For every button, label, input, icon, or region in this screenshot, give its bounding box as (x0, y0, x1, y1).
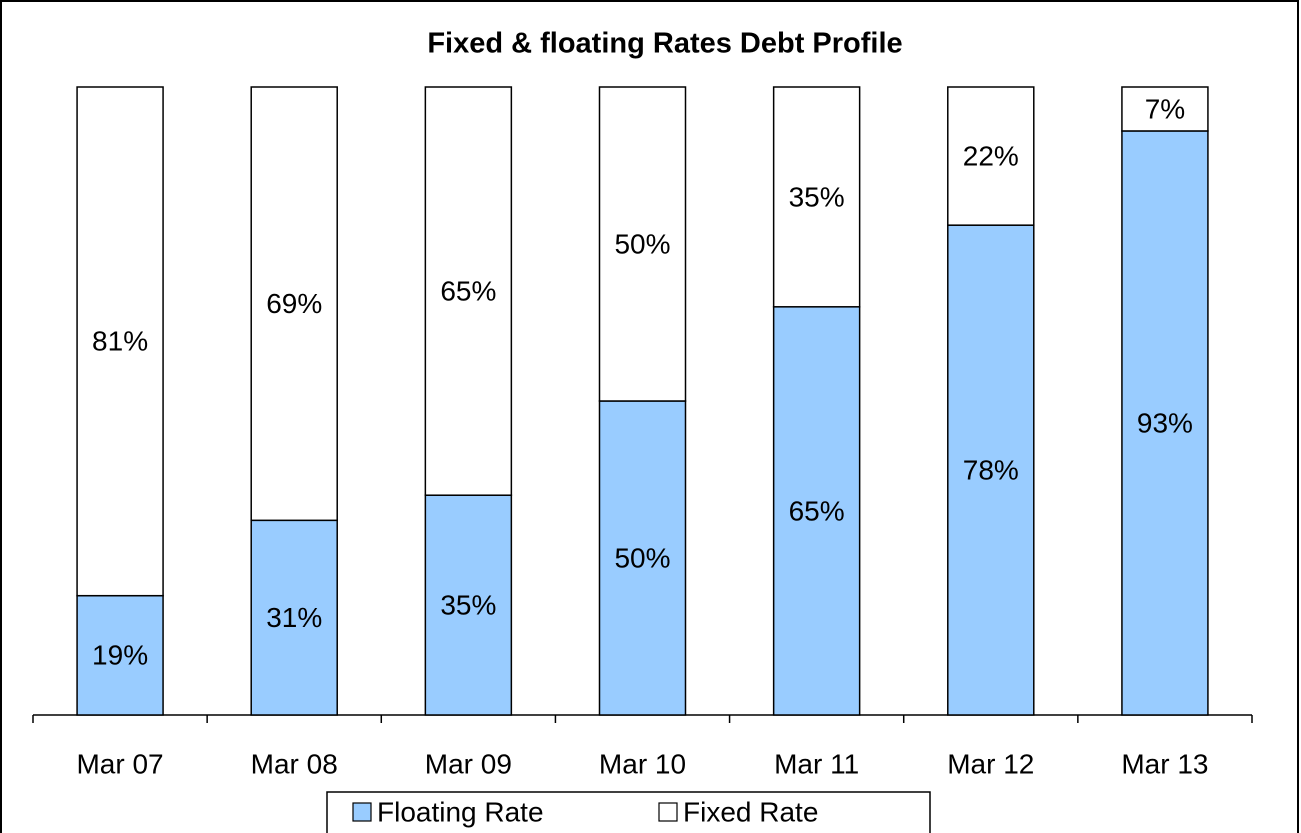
data-label: 65% (789, 495, 845, 526)
legend-label: Fixed Rate (683, 796, 818, 827)
data-label: 69% (266, 288, 322, 319)
bar-segment (947, 224, 1035, 716)
bar-segment (947, 86, 1035, 226)
bar-segment (772, 306, 861, 716)
data-label: 22% (963, 140, 1019, 171)
bar-segment (772, 86, 861, 308)
bar-segment (250, 519, 338, 716)
x-tick-label: Mar 08 (251, 748, 338, 779)
bar-segment (76, 594, 164, 716)
legend-swatch (658, 802, 678, 822)
bar-segment (1121, 130, 1209, 716)
data-label: 19% (92, 640, 148, 671)
x-tick-label: Mar 10 (599, 748, 686, 779)
data-label: 81% (92, 326, 148, 357)
data-label: 50% (614, 228, 670, 259)
x-tick-label: Mar 07 (76, 748, 163, 779)
legend-swatch (352, 802, 372, 822)
data-label: 35% (440, 589, 496, 620)
bar-segment (424, 494, 513, 716)
data-label: 35% (789, 181, 845, 212)
bar-segment (598, 86, 687, 402)
data-label: 78% (963, 454, 1019, 485)
x-tick-label: Mar 12 (947, 748, 1034, 779)
data-label: 93% (1137, 407, 1193, 438)
data-label: 50% (614, 542, 670, 573)
bar-segment (250, 86, 338, 522)
bar-segment (1121, 86, 1209, 132)
bar-segment (424, 86, 513, 496)
x-tick-label: Mar 11 (774, 748, 859, 779)
data-label: 31% (266, 602, 322, 633)
legend-box (326, 791, 931, 833)
x-tick-label: Mar 13 (1121, 748, 1208, 779)
chart-title: Fixed & floating Rates Debt Profile (427, 28, 902, 60)
legend-label: Floating Rate (377, 796, 544, 827)
bar-segment (76, 86, 164, 597)
x-tick-label: Mar 09 (425, 748, 512, 779)
data-label: 7% (1145, 93, 1185, 124)
data-label: 65% (440, 275, 496, 306)
